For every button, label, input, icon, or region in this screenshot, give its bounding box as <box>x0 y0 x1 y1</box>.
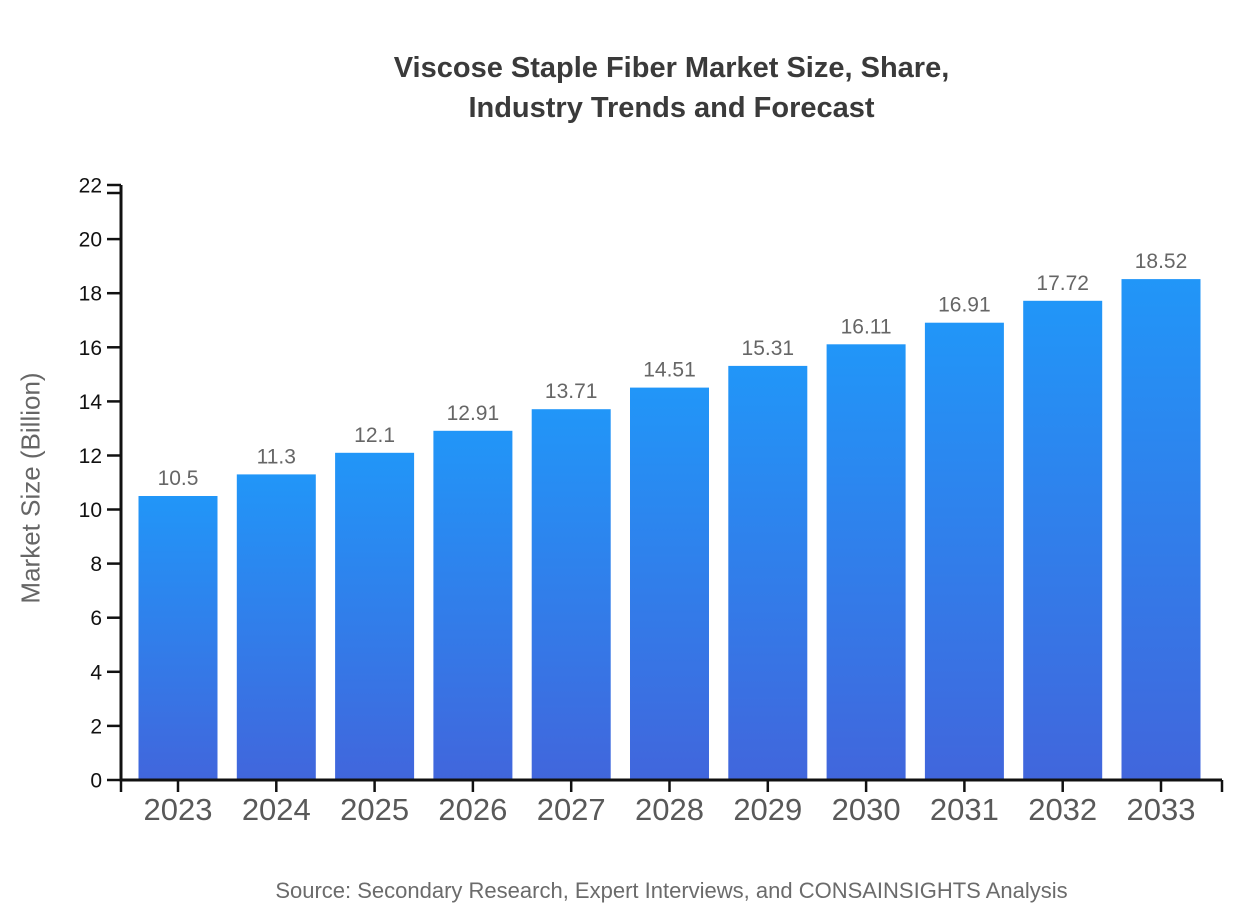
y-tick-label-16: 16 <box>79 337 102 360</box>
bar-2032 <box>1023 300 1103 780</box>
x-tick-label-2031: 2031 <box>930 792 999 827</box>
bar-2028 <box>630 387 709 780</box>
bar-value-label-2026: 12.91 <box>447 402 500 425</box>
y-tick-label-10: 10 <box>79 499 102 522</box>
bar-2026 <box>433 430 513 780</box>
x-tick-label-2026: 2026 <box>438 792 507 827</box>
bar-2024 <box>236 474 316 780</box>
x-tick-label-2023: 2023 <box>144 792 213 827</box>
bar-value-label-2023: 10.5 <box>158 467 199 490</box>
x-tick-label-2032: 2032 <box>1028 792 1097 827</box>
bar-2023 <box>138 496 218 780</box>
bar-value-label-2032: 17.72 <box>1036 272 1089 295</box>
y-tick-label-14: 14 <box>79 391 103 414</box>
bar-value-label-2029: 15.31 <box>742 337 795 360</box>
bar-2027 <box>531 409 611 780</box>
bar-value-label-2027: 13.71 <box>545 380 598 403</box>
y-tick-label-18: 18 <box>79 283 102 306</box>
chart-title: Viscose Staple Fiber Market Size, Share,… <box>121 48 1222 128</box>
x-tick-label-2025: 2025 <box>340 792 409 827</box>
bar-2033 <box>1121 279 1201 780</box>
source-note: Source: Secondary Research, Expert Inter… <box>275 878 1068 903</box>
bar-value-label-2030: 16.11 <box>841 315 892 338</box>
y-tick-label-6: 6 <box>90 607 102 630</box>
x-tick-label-2028: 2028 <box>635 792 704 827</box>
chart-title-line-2: Industry Trends and Forecast <box>468 92 875 124</box>
y-tick-label-12: 12 <box>79 445 102 468</box>
bar-value-label-2024: 11.3 <box>257 445 296 468</box>
bar-2030 <box>826 344 906 780</box>
y-tick-label-8: 8 <box>90 553 102 576</box>
bar-value-label-2031: 16.91 <box>938 294 991 317</box>
bar-2025 <box>335 452 415 780</box>
x-tick-label-2029: 2029 <box>733 792 802 827</box>
x-tick-label-2030: 2030 <box>832 792 901 827</box>
x-tick-label-2024: 2024 <box>242 792 311 827</box>
bar-2029 <box>728 365 808 780</box>
y-tick-label-22: 22 <box>79 175 102 198</box>
chart-title-line-1: Viscose Staple Fiber Market Size, Share, <box>393 52 950 84</box>
x-tick-label-2027: 2027 <box>537 792 606 827</box>
bar-2031 <box>924 322 1004 780</box>
bar-value-label-2028: 14.51 <box>643 359 696 382</box>
y-tick-label-0: 0 <box>90 770 102 793</box>
y-tick-label-20: 20 <box>79 229 102 252</box>
bar-value-label-2025: 12.1 <box>354 424 395 447</box>
bar-value-label-2033: 18.52 <box>1135 250 1188 273</box>
y-tick-label-4: 4 <box>90 661 102 684</box>
x-tick-label-2033: 2033 <box>1127 792 1196 827</box>
y-tick-label-2: 2 <box>90 715 102 738</box>
